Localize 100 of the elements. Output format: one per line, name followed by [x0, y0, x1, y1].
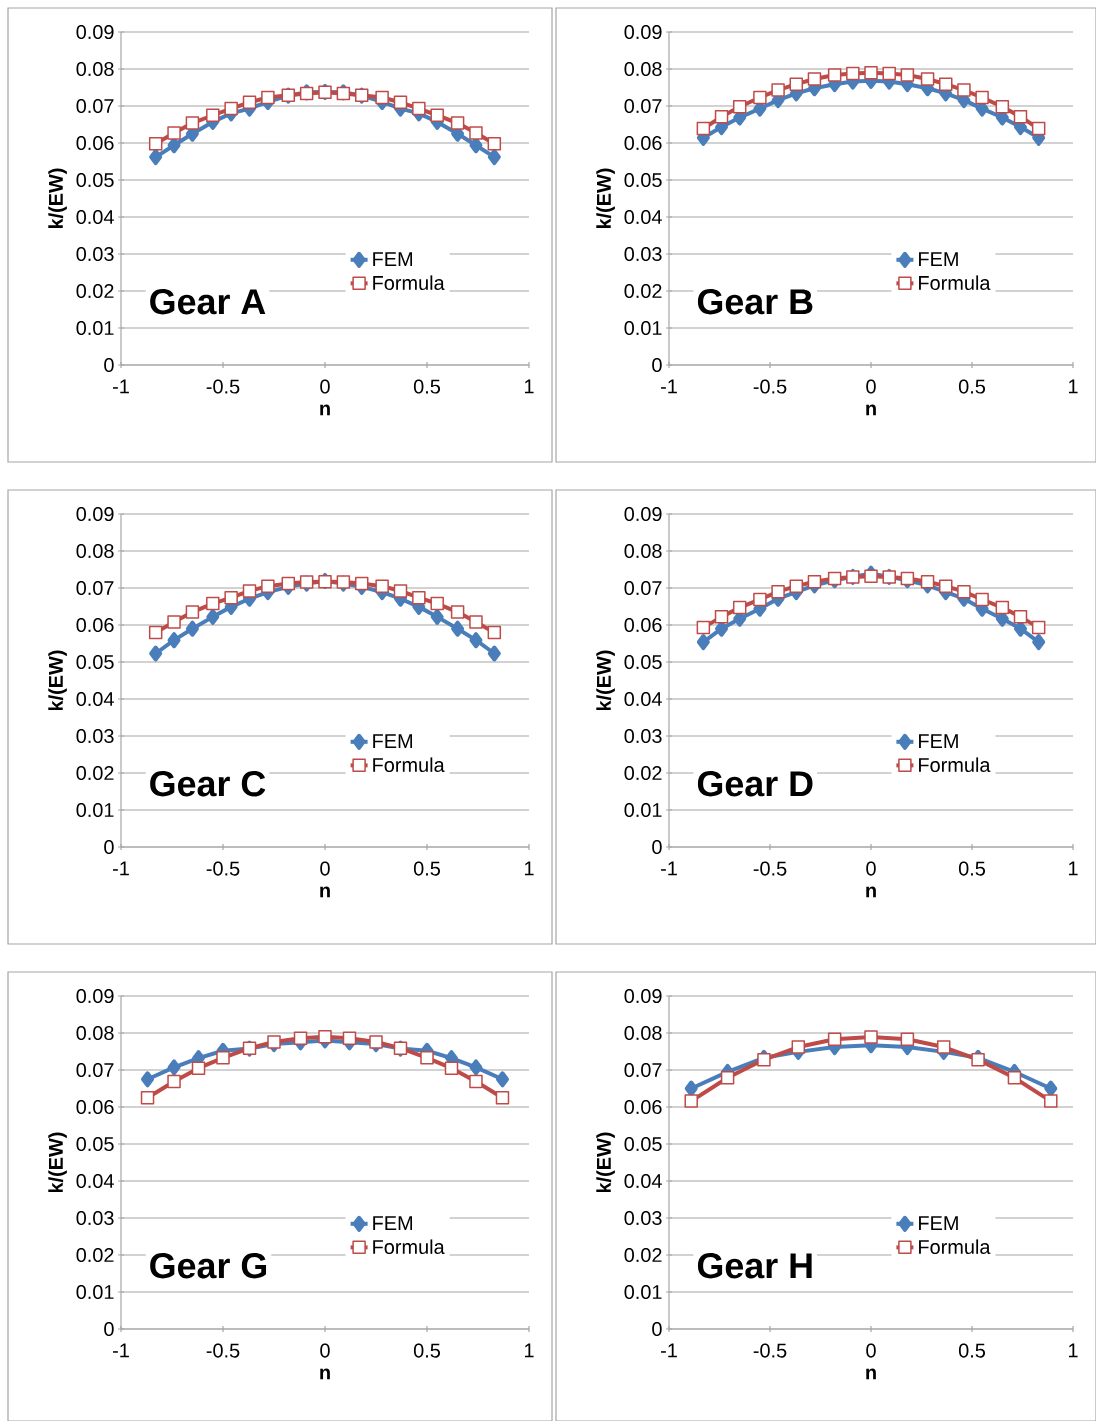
- y-tick-label: 0.08: [624, 1025, 662, 1041]
- x-tick-label: -1: [113, 1343, 129, 1358]
- x-tick-label: 0.5: [958, 861, 986, 876]
- legend-label: FEM: [919, 1216, 958, 1230]
- y-tick-label: 0.09: [624, 24, 662, 40]
- annotation: Gear C: [150, 771, 266, 797]
- y-tick-label: 0.04: [624, 691, 662, 707]
- y-axis-title: k/(EW): [596, 168, 615, 229]
- y-axis-title: k/(EW): [48, 650, 67, 711]
- x-tick-label: 0: [320, 861, 330, 876]
- legend-label: FEM: [373, 1216, 413, 1230]
- annotation: Gear G: [150, 1253, 267, 1279]
- x-tick-label: 0.5: [413, 1343, 441, 1358]
- y-tick-label: 0.02: [624, 1247, 662, 1263]
- y-tick-label: 0.05: [76, 1136, 114, 1152]
- y-axis-title: k/(EW): [596, 1132, 615, 1193]
- y-tick-label: 0.01: [76, 802, 114, 818]
- x-tick-label: -1: [113, 379, 129, 394]
- y-tick-label: 0.07: [624, 1062, 662, 1078]
- y-tick-label: 0.07: [624, 580, 662, 596]
- y-tick-label: 0.01: [76, 320, 114, 336]
- x-tick-label: 0: [866, 861, 876, 876]
- x-tick-label: 0.5: [413, 379, 441, 394]
- y-tick-label: 0.08: [76, 61, 114, 77]
- y-tick-label: 0.08: [76, 1025, 114, 1041]
- y-tick-label: 0.02: [76, 283, 114, 299]
- y-tick-label: 0.04: [624, 209, 662, 225]
- y-tick-label: 0.03: [76, 246, 114, 262]
- y-tick-label: 0.02: [76, 765, 114, 781]
- legend-label: FEM: [373, 252, 413, 266]
- x-tick-label: -0.5: [206, 861, 240, 876]
- y-tick-label: 0.09: [76, 506, 114, 522]
- y-tick-label: 0.03: [624, 728, 662, 744]
- legend-label: Formula: [373, 757, 445, 773]
- y-tick-label: 0.04: [76, 209, 114, 225]
- x-tick-label: -1: [113, 861, 129, 876]
- y-tick-label: 0.07: [624, 98, 662, 114]
- legend-label: Formula: [373, 275, 445, 291]
- x-axis-title: n: [866, 404, 876, 416]
- y-tick-label: 0.01: [624, 802, 662, 818]
- x-axis-title: n: [866, 886, 876, 898]
- y-tick-label: 0.09: [624, 988, 662, 1004]
- x-tick-label: 0.5: [413, 861, 441, 876]
- y-tick-label: 0: [104, 839, 114, 855]
- x-tick-label: 1: [1068, 861, 1078, 876]
- annotation: Gear H: [697, 1253, 812, 1279]
- y-tick-label: 0.06: [76, 135, 114, 151]
- y-tick-label: 0.02: [624, 283, 662, 299]
- x-tick-label: 1: [1068, 1343, 1078, 1358]
- y-tick-label: 0.06: [624, 135, 662, 151]
- annotation: Gear A: [150, 289, 266, 315]
- y-tick-label: 0.04: [76, 1173, 114, 1189]
- x-tick-label: 1: [524, 861, 534, 876]
- y-tick-label: 0.05: [76, 654, 114, 670]
- x-tick-label: -0.5: [753, 1343, 787, 1358]
- x-axis-title: n: [320, 404, 330, 416]
- y-tick-label: 0.05: [624, 1136, 662, 1152]
- y-tick-label: 0.02: [624, 765, 662, 781]
- x-tick-label: 0.5: [958, 1343, 986, 1358]
- x-axis-title: n: [866, 1368, 876, 1380]
- y-tick-label: 0.01: [624, 1284, 662, 1300]
- annotation: Gear B: [697, 289, 813, 315]
- x-tick-label: 0: [866, 379, 876, 394]
- y-tick-label: 0.06: [76, 617, 114, 633]
- y-tick-label: 0.02: [76, 1247, 114, 1263]
- legend-label: Formula: [919, 1239, 991, 1255]
- y-tick-label: 0.03: [76, 728, 114, 744]
- y-tick-label: 0.03: [76, 1210, 114, 1226]
- y-tick-label: 0.09: [624, 506, 662, 522]
- y-tick-label: 0.08: [76, 543, 114, 559]
- y-tick-label: 0.06: [624, 1099, 662, 1115]
- legend-label: FEM: [373, 734, 413, 748]
- x-axis-title: n: [320, 886, 330, 898]
- x-tick-label: 0: [320, 1343, 330, 1358]
- x-tick-label: -1: [661, 861, 677, 876]
- y-tick-label: 0.01: [624, 320, 662, 336]
- y-axis-title: k/(EW): [48, 1132, 67, 1193]
- x-tick-label: -1: [661, 379, 677, 394]
- legend-label: FEM: [919, 734, 958, 748]
- y-tick-label: 0.09: [76, 988, 114, 1004]
- y-tick-label: 0: [652, 839, 662, 855]
- y-tick-label: 0.08: [624, 543, 662, 559]
- x-tick-label: 1: [524, 379, 534, 394]
- x-tick-label: -0.5: [753, 861, 787, 876]
- legend-label: Formula: [373, 1239, 445, 1255]
- y-tick-label: 0.04: [624, 1173, 662, 1189]
- y-axis-title: k/(EW): [48, 168, 67, 229]
- y-tick-label: 0: [104, 357, 114, 373]
- x-tick-label: 0.5: [958, 379, 986, 394]
- x-tick-label: 1: [1068, 379, 1078, 394]
- y-tick-label: 0.05: [624, 654, 662, 670]
- y-tick-label: 0.03: [624, 246, 662, 262]
- y-tick-label: 0.07: [76, 1062, 114, 1078]
- x-tick-label: -0.5: [753, 379, 787, 394]
- y-tick-label: 0: [652, 357, 662, 373]
- y-tick-label: 0.03: [624, 1210, 662, 1226]
- x-tick-label: -1: [661, 1343, 677, 1358]
- x-tick-label: -0.5: [206, 1343, 240, 1358]
- x-tick-label: 0: [320, 379, 330, 394]
- y-tick-label: 0.04: [76, 691, 114, 707]
